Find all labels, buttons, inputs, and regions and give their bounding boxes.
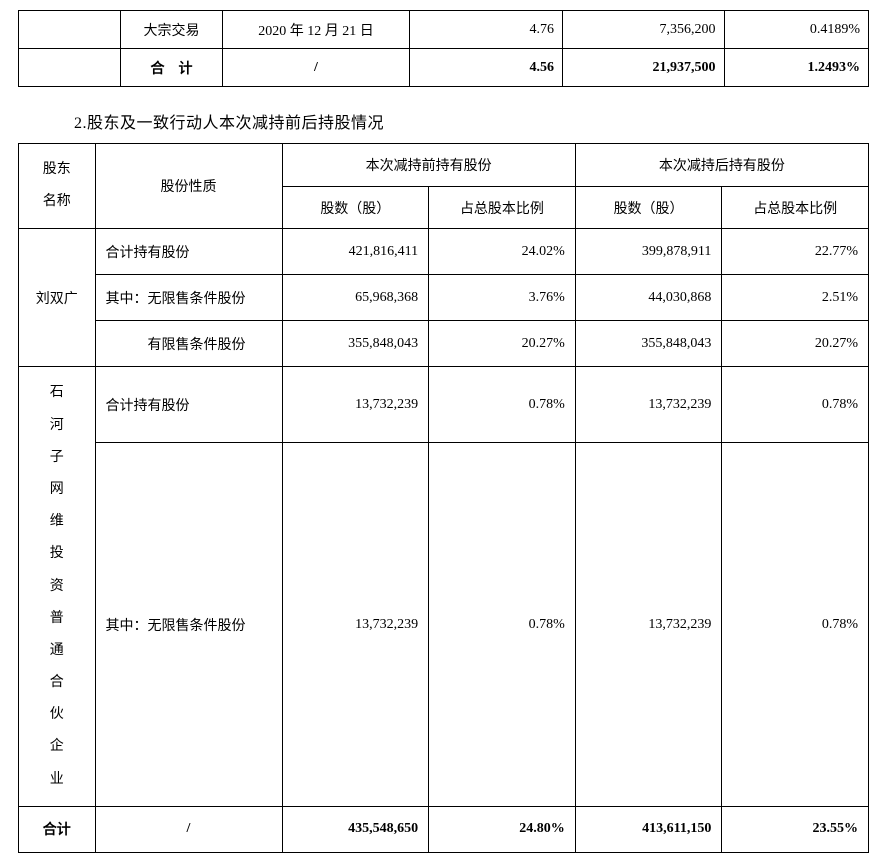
section-title: 2.股东及一致行动人本次减持前后持股情况 bbox=[74, 109, 869, 133]
empty-cell bbox=[19, 49, 121, 87]
share-type: 有限售条件股份 bbox=[95, 321, 282, 367]
total-label: 合计 bbox=[19, 806, 96, 852]
hdr-after-shares: 股数（股） bbox=[575, 186, 722, 229]
hdr-before-shares: 股数（股） bbox=[282, 186, 429, 229]
shareholder-name: 刘双广 bbox=[19, 229, 96, 367]
tx-price: 4.76 bbox=[410, 11, 563, 49]
tx-shares: 7,356,200 bbox=[563, 11, 725, 49]
hdr-after: 本次减持后持有股份 bbox=[575, 144, 868, 187]
share-type: 合计持有股份 bbox=[95, 367, 282, 443]
tx-date: 2020 年 12 月 21 日 bbox=[223, 11, 410, 49]
cell: 65,968,368 bbox=[282, 275, 429, 321]
cell: 0.78% bbox=[429, 367, 576, 443]
hdr-before-pct: 占总股本比例 bbox=[429, 186, 576, 229]
cell: 421,816,411 bbox=[282, 229, 429, 275]
cell: 24.80% bbox=[429, 806, 576, 852]
cell: 13,732,239 bbox=[575, 367, 722, 443]
total-slash: / bbox=[223, 49, 410, 87]
total-slash: / bbox=[95, 806, 282, 852]
cell: 3.76% bbox=[429, 275, 576, 321]
share-type: 其中：无限售条件股份 bbox=[95, 275, 282, 321]
cell: 399,878,911 bbox=[575, 229, 722, 275]
share-type: 其中：无限售条件股份 bbox=[95, 443, 282, 806]
cell: 0.78% bbox=[722, 443, 869, 806]
tx-pct: 0.4189% bbox=[724, 11, 869, 49]
hdr-after-pct: 占总股本比例 bbox=[722, 186, 869, 229]
hdr-share-type: 股份性质 bbox=[95, 144, 282, 229]
empty-cell bbox=[19, 11, 121, 49]
share-type: 合计持有股份 bbox=[95, 229, 282, 275]
cell: 435,548,650 bbox=[282, 806, 429, 852]
total-price: 4.56 bbox=[410, 49, 563, 87]
cell: 13,732,239 bbox=[282, 367, 429, 443]
shareholder-name: 石河子网维投资普通合伙企业 bbox=[19, 367, 96, 806]
transactions-table: 大宗交易 2020 年 12 月 21 日 4.76 7,356,200 0.4… bbox=[18, 10, 869, 87]
cell: 23.55% bbox=[722, 806, 869, 852]
cell: 355,848,043 bbox=[282, 321, 429, 367]
cell: 22.77% bbox=[722, 229, 869, 275]
cell: 355,848,043 bbox=[575, 321, 722, 367]
cell: 20.27% bbox=[722, 321, 869, 367]
cell: 0.78% bbox=[429, 443, 576, 806]
cell: 2.51% bbox=[722, 275, 869, 321]
cell: 44,030,868 bbox=[575, 275, 722, 321]
holdings-table: 股东名称 股份性质 本次减持前持有股份 本次减持后持有股份 股数（股） 占总股本… bbox=[18, 143, 869, 853]
cell: 13,732,239 bbox=[575, 443, 722, 806]
total-label: 合 计 bbox=[121, 49, 223, 87]
hdr-before: 本次减持前持有股份 bbox=[282, 144, 575, 187]
cell: 13,732,239 bbox=[282, 443, 429, 806]
total-pct: 1.2493% bbox=[724, 49, 869, 87]
cell: 413,611,150 bbox=[575, 806, 722, 852]
total-shares: 21,937,500 bbox=[563, 49, 725, 87]
cell: 20.27% bbox=[429, 321, 576, 367]
tx-type: 大宗交易 bbox=[121, 11, 223, 49]
cell: 24.02% bbox=[429, 229, 576, 275]
cell: 0.78% bbox=[722, 367, 869, 443]
hdr-shareholder: 股东名称 bbox=[19, 144, 96, 229]
